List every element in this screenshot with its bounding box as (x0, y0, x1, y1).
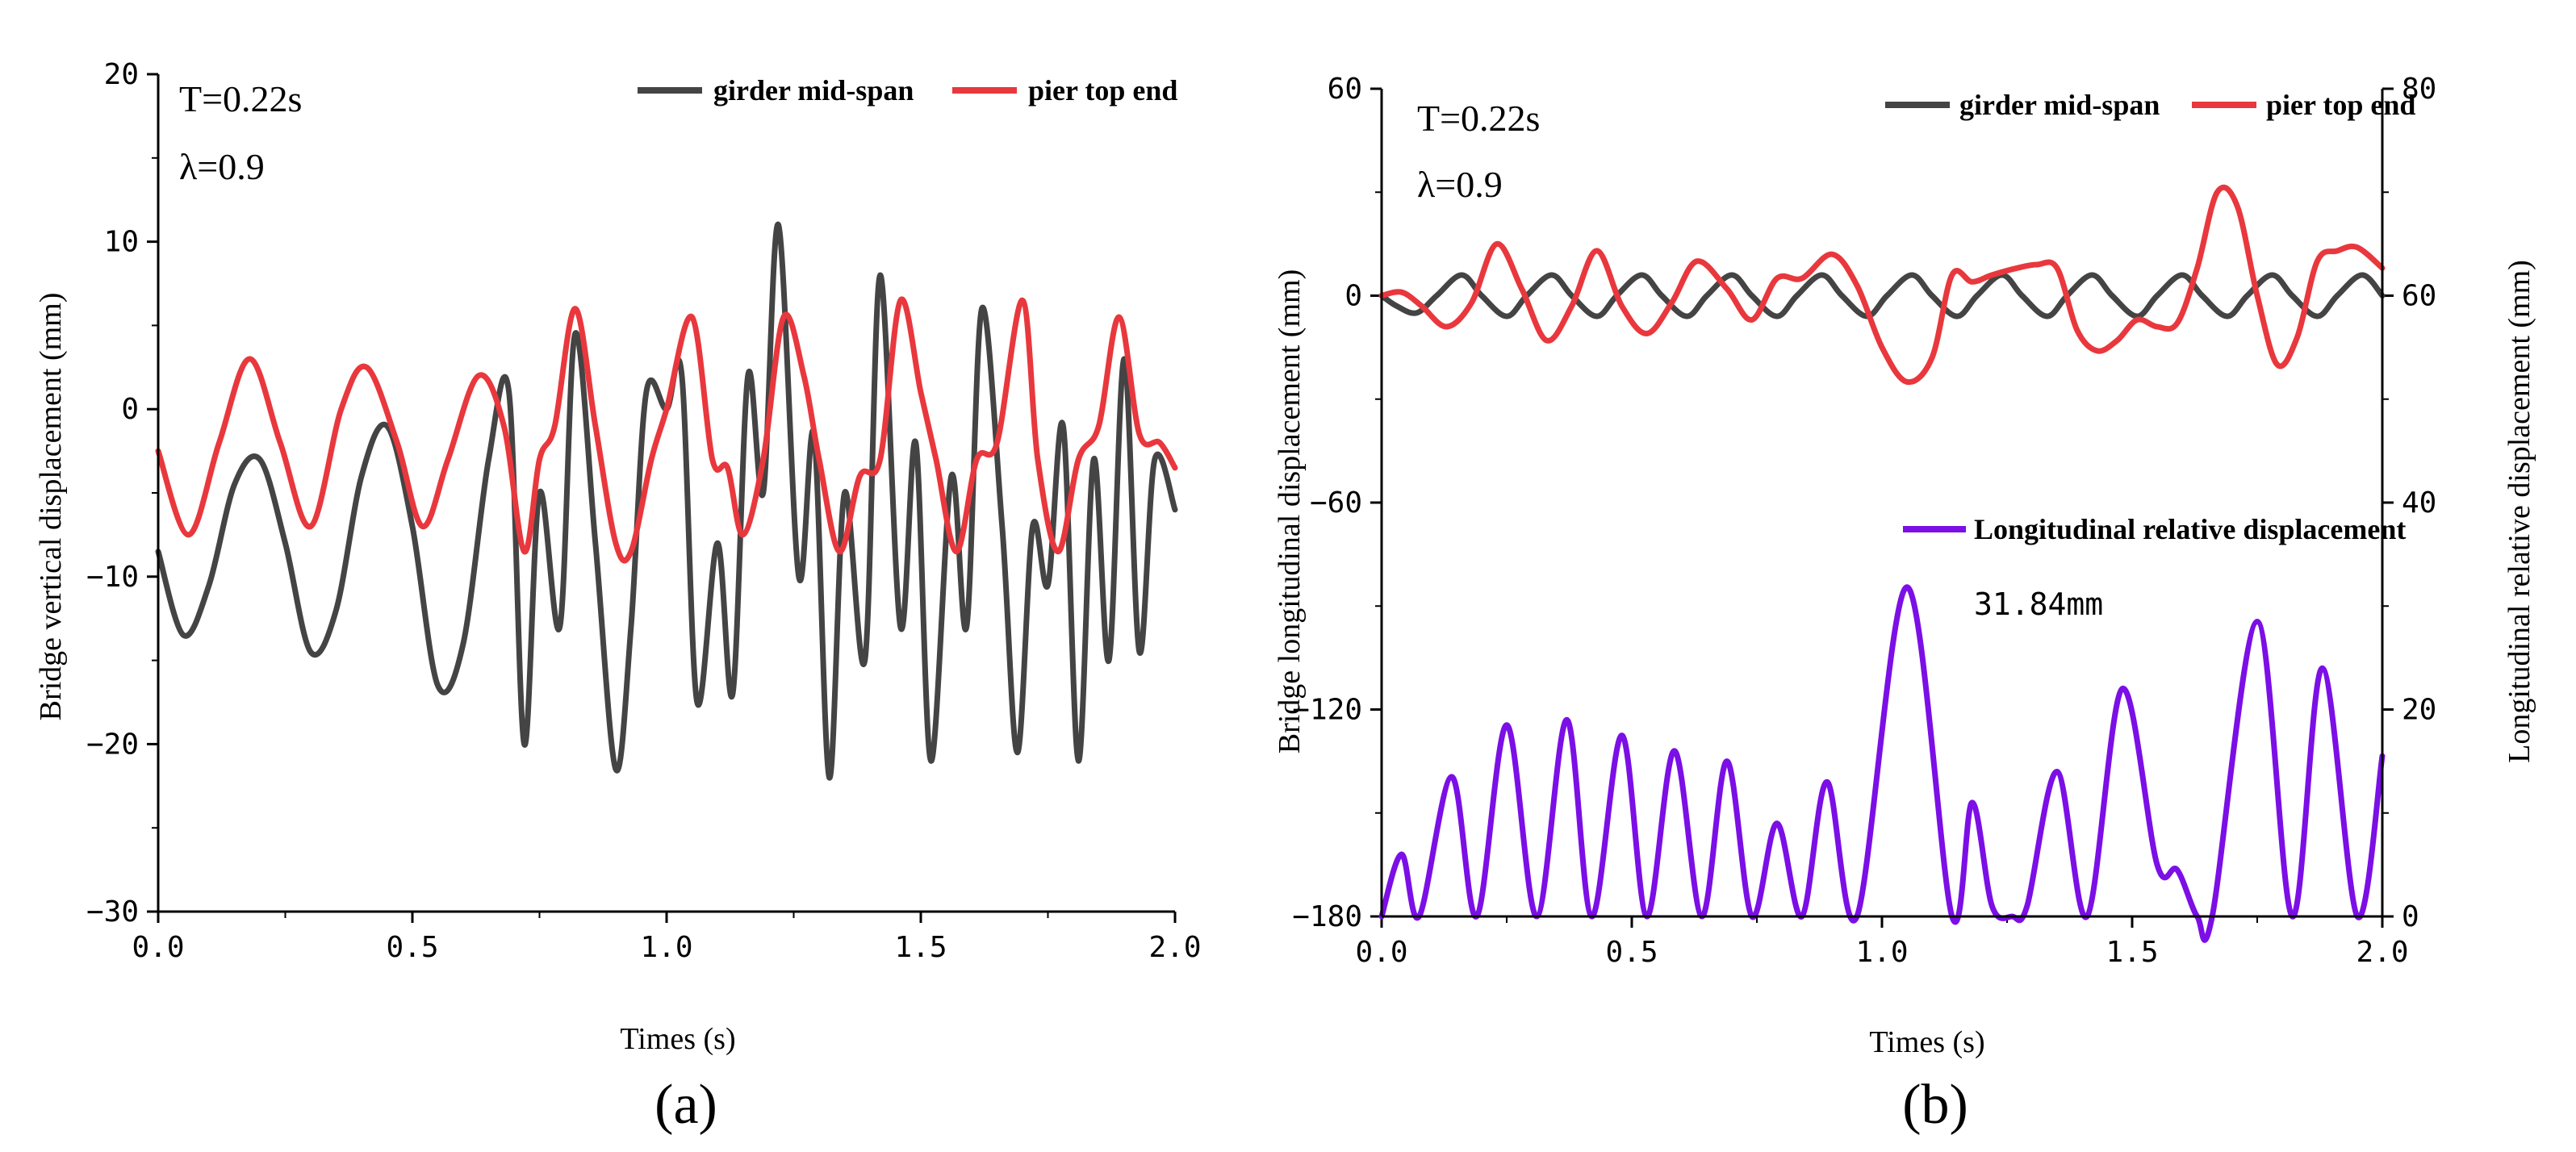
y-tick-label: −180 (1292, 900, 1362, 933)
legend-label-pier: pier top end (1028, 74, 1177, 106)
panel-b-x-label: Times (s) (1869, 1025, 1984, 1059)
panel-b: 0.0 0.5 1.0 1.5 2.0 −180 −120 −60 0 60 0 20 40 60 80 T… (1273, 73, 2536, 1136)
series-line-girder-mid-span (1378, 272, 2386, 319)
panel-a-caption: (a) (654, 1074, 717, 1136)
panel-b-period-annotation: T=0.22s (1417, 98, 1540, 139)
x-tick-label: 2.0 (2356, 936, 2408, 969)
y-tick-label: −20 (86, 728, 139, 761)
y-tick-label: −10 (86, 561, 139, 594)
panel-a: 0.0 0.5 1.0 1.5 2.0 −30 −20 −10 0 10 20 T=0.22s λ=… (34, 58, 1202, 1136)
x-tick-label: 1.0 (1855, 936, 1908, 969)
series-line-longitudinal-relative-displacement (1378, 584, 2386, 943)
y2-tick-label: 80 (2402, 73, 2436, 106)
panel-a-series (155, 222, 1178, 781)
y2-tick-label: 40 (2402, 486, 2436, 520)
panel-b-ticks: 0.0 0.5 1.0 1.5 2.0 −180 −120 −60 0 60 0 20 40 60 80 (1292, 73, 2436, 969)
x-tick-label: 1.0 (640, 931, 692, 964)
panel-b-right-y-label: Longitudinal relative displacement (mm) (2503, 260, 2536, 763)
x-tick-label: 0.5 (386, 931, 438, 964)
peak-value-label: 31.84mm (1974, 586, 2103, 622)
y-tick-label: −60 (1310, 486, 1362, 520)
y2-tick-label: 60 (2402, 280, 2436, 313)
x-tick-label: 1.5 (2106, 936, 2158, 969)
y-tick-label: 0 (121, 393, 139, 426)
y-tick-label: −120 (1292, 694, 1362, 727)
series-line-girder-mid-span (155, 222, 1178, 781)
y2-tick-label: 20 (2402, 694, 2436, 727)
panel-b-caption: (b) (1902, 1074, 1968, 1136)
x-tick-label: 1.5 (894, 931, 947, 964)
x-tick-label: 0.0 (1355, 936, 1407, 969)
legend-label-pier: pier top end (2266, 89, 2415, 121)
panel-a-period-annotation: T=0.22s (179, 78, 302, 119)
x-tick-label: 2.0 (1148, 931, 1201, 964)
legend-label-girder: girder mid-span (1959, 89, 2160, 121)
panel-b-lambda-annotation: λ=0.9 (1417, 164, 1503, 205)
x-tick-label: 0.0 (132, 931, 184, 964)
panel-b-series (1378, 184, 2386, 943)
legend-label-relative: Longitudinal relative displacement (1974, 513, 2406, 545)
panel-a-lambda-annotation: λ=0.9 (179, 146, 265, 187)
y-tick-label: −30 (86, 895, 139, 929)
panel-b-legend: girder mid-span pier top end Longitudina… (1885, 89, 2415, 545)
panel-a-x-label: Times (s) (620, 1022, 735, 1056)
y-tick-label: 60 (1328, 73, 1362, 106)
series-line-pier-top-end (1378, 184, 2386, 386)
y-tick-label: 10 (104, 226, 139, 259)
y2-tick-label: 0 (2402, 900, 2419, 933)
panel-a-legend: girder mid-span pier top end (638, 74, 1177, 106)
panel-b-y-label: Bridge longitudinal displacement (mm) (1273, 269, 1307, 754)
panel-a-y-label: Bridge vertical displacement (mm) (34, 293, 68, 721)
y-tick-label: 20 (104, 58, 139, 91)
series-line-pier-top-end (155, 296, 1178, 564)
x-tick-label: 0.5 (1605, 936, 1658, 969)
legend-label-girder: girder mid-span (713, 74, 914, 106)
y-tick-label: 0 (1344, 280, 1362, 313)
panel-a-ticks: 0.0 0.5 1.0 1.5 2.0 −30 −20 −10 0 10 20 (86, 58, 1202, 964)
